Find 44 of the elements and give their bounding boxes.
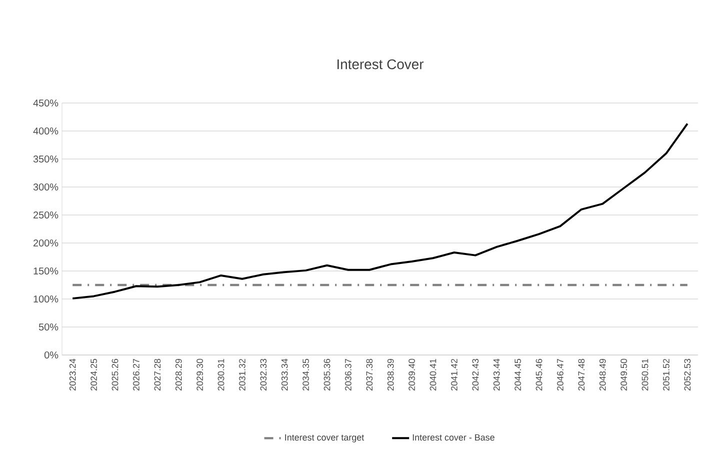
x-tick-label: 2051.52 [663, 358, 670, 390]
x-tick-label: 2024.25 [90, 358, 97, 390]
y-tick-label: 350% [33, 155, 58, 163]
x-tick-label: 2048.49 [599, 358, 606, 390]
x-tick-label: 2042.43 [472, 358, 479, 390]
x-tick-label: 2031.32 [239, 358, 246, 390]
y-tick-label: 300% [33, 183, 58, 191]
x-tick-label: 2035.36 [324, 358, 330, 390]
y-tick-label: 50% [38, 323, 58, 331]
x-tick-label: 2046.47 [557, 358, 564, 390]
x-tick-label: 2036.37 [345, 358, 352, 390]
legend-label: Interest cover - Base [412, 434, 494, 441]
x-tick-label: 2032.33 [260, 358, 267, 390]
x-tick-label: 2028.29 [175, 358, 182, 390]
y-tick-label: 250% [34, 211, 58, 219]
x-tick-label: 2045.46 [536, 358, 542, 390]
x-tick-label: 2049.50 [620, 358, 627, 390]
x-tick-label: 2044.45 [514, 358, 521, 390]
x-tick-label: 2050.51 [642, 358, 648, 390]
y-tick-label: 200% [34, 239, 58, 247]
x-tick-label: 2034.35 [302, 358, 309, 390]
y-tick-label: 150% [34, 267, 58, 275]
x-tick-label: 2026.27 [133, 358, 140, 390]
x-tick-label: 2027.28 [154, 358, 161, 390]
x-tick-label: 2030.31 [218, 358, 224, 390]
legend-label: Interest cover target [285, 434, 364, 442]
x-tick-label: 2033.34 [281, 358, 288, 390]
x-tick-label: 2052.53 [684, 358, 691, 390]
y-tick-label: 100% [34, 295, 58, 303]
x-tick-label: 2029.30 [196, 358, 203, 390]
x-tick-label: 2037.38 [366, 358, 373, 390]
y-tick-label: 450% [33, 99, 58, 107]
y-tick-label: 0% [44, 351, 58, 359]
x-tick-label: 2043.44 [493, 358, 500, 390]
x-tick-label: 2040.41 [430, 358, 436, 390]
x-tick-label: 2038.39 [387, 358, 394, 390]
x-tick-label: 2025.26 [112, 358, 118, 390]
x-tick-label: 2039.40 [408, 358, 415, 390]
x-tick-label: 2023.24 [69, 358, 76, 390]
y-tick-label: 400% [33, 127, 58, 135]
line-series [72, 122, 688, 300]
chart-title: Interest Cover [337, 59, 424, 70]
x-tick-label: 2047.48 [578, 358, 585, 390]
x-tick-label: 2041.42 [451, 358, 458, 390]
